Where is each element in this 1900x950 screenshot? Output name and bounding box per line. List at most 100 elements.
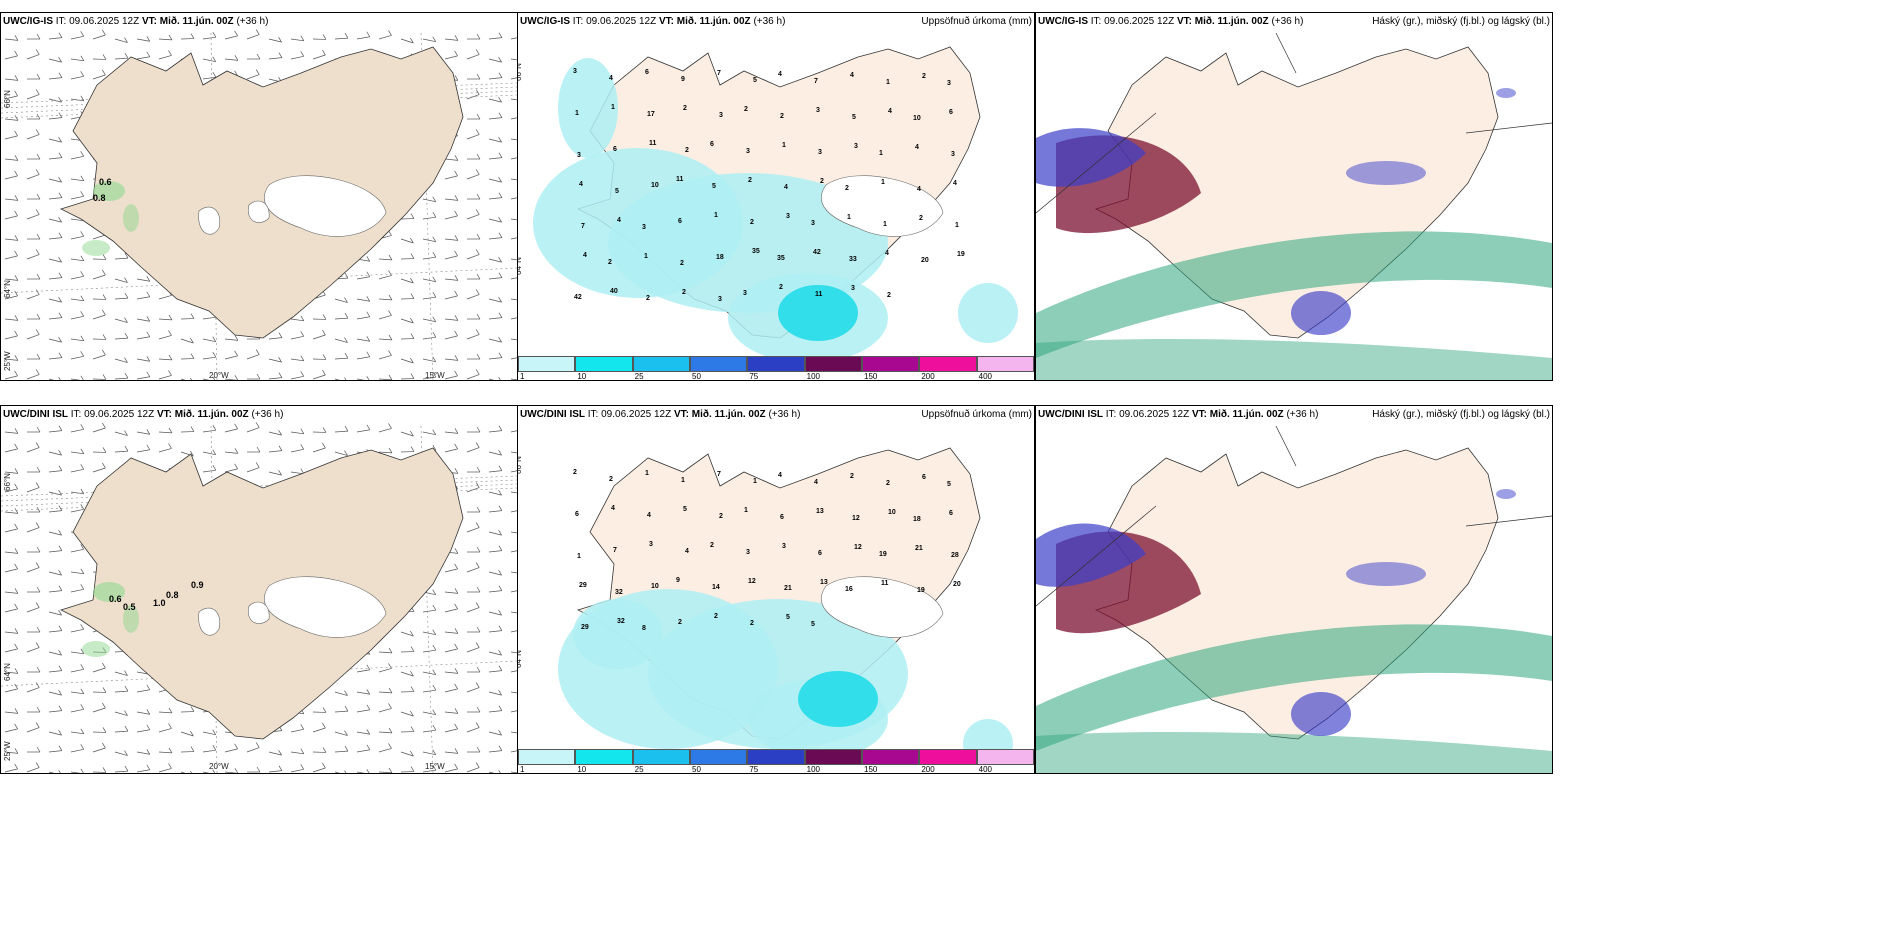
precip-core: [778, 285, 858, 341]
cloud-title: Háský (gr.), miðský (fj.bl.) og lágský (…: [1372, 409, 1550, 420]
precip-value-label: 10: [651, 583, 659, 590]
precip-value-label: 6: [645, 69, 649, 76]
precip-value-label: 3: [718, 296, 722, 303]
precip-value-label: 18: [716, 254, 724, 261]
precip-value-label: 4: [685, 548, 689, 555]
colorbar-tick: 75: [749, 372, 759, 381]
lat-label-66: 66°N: [3, 90, 12, 108]
colorbar-tick: 150: [864, 372, 878, 381]
lat-label-66: 66°N: [517, 456, 523, 474]
precip-value-label: 3: [851, 285, 855, 292]
colorbar-swatch: [632, 356, 690, 372]
precip-value-label: 4: [784, 184, 788, 191]
wind-gust-area: [82, 641, 110, 657]
precip-value-label: 1: [955, 222, 959, 229]
wind-gust-area: [82, 240, 110, 256]
precip-value-label: 6: [575, 511, 579, 518]
colorbar-tick: 50: [692, 372, 701, 381]
precip-value-label: 5: [753, 77, 757, 84]
precip-value-label: 2: [922, 73, 926, 80]
precip-value-label: 1: [744, 507, 748, 514]
colorbar-swatch: [804, 356, 862, 372]
colorbar-swatch: [862, 356, 920, 372]
precip-value-label: 5: [712, 183, 716, 190]
glacier: [821, 576, 944, 638]
precip-value-label: 33: [849, 256, 857, 263]
wind-value-label: 0.5: [123, 602, 136, 612]
precip-value-label: 32: [617, 618, 625, 625]
wind-map-top: 0.6 0.8: [1, 29, 517, 380]
precip-value-label: 2: [682, 289, 686, 296]
precip-value-label: 19: [879, 551, 887, 558]
precip-area: [558, 58, 618, 158]
wind-gust-area: [93, 582, 125, 602]
low-cloud-area: [1496, 88, 1516, 98]
glacier: [264, 175, 387, 237]
wind-value-label: 0.9: [191, 580, 204, 590]
precip-value-label: 1: [886, 79, 890, 86]
precip-value-label: 29: [579, 582, 587, 589]
low-cloud-area: [1291, 692, 1351, 736]
precip-map-top: 3469754741231117232235410636112631331434…: [533, 46, 1018, 363]
precip-value-label: 6: [818, 550, 822, 557]
colorbar-tick: 25: [634, 372, 644, 381]
cloud-map-bottom: [1036, 425, 1552, 773]
precip-value-label: 10: [888, 509, 896, 516]
precip-value-label: 11: [881, 580, 889, 587]
precip-value-label: 4: [611, 505, 615, 512]
low-cloud-area: [1036, 523, 1146, 587]
precip-value-label: 35: [777, 255, 785, 262]
precip-value-label: 5: [683, 506, 687, 513]
precip-value-label: 3: [743, 290, 747, 297]
precip-value-label: 7: [581, 223, 585, 230]
precip-map-panel-top: 3 4 6 9 7 5 4 7 4 1 2 3 1 1 17 2 3 2 2 3 5 4 10 6 3 6 11 2 6 3 1 3 3 1 4 3 4…: [517, 12, 1035, 381]
precip-value-label: 2: [750, 219, 754, 226]
precip-value-label: 6: [780, 514, 784, 521]
lon-label-15: 15°W: [425, 762, 445, 771]
precip-value-label: 9: [676, 577, 680, 584]
panel-title: UWC/DINI ISL IT: 09.06.2025 12Z VT: Mið.…: [3, 409, 284, 420]
colorbar-tick: 10: [577, 372, 587, 381]
precip-value-label: 6: [949, 109, 953, 116]
precip-value-label: 12: [748, 578, 756, 585]
precip-value-label: 5: [786, 614, 790, 621]
precip-value-label: 21: [915, 545, 923, 552]
colorbar-swatch: [976, 356, 1034, 372]
precip-value-label: 3: [746, 549, 750, 556]
precip-value-label: 2: [780, 113, 784, 120]
precip-value-label: 42: [574, 294, 582, 301]
precip-value-label: 7: [613, 547, 617, 554]
precip-title: Uppsöfnuð úrkoma (mm): [921, 409, 1032, 420]
cloud-map-top: [1036, 32, 1552, 380]
colorbar-swatch: [690, 749, 748, 765]
colorbar-swatch: [804, 749, 862, 765]
precip-value-label: 2: [820, 178, 824, 185]
wind-gust-area: [123, 605, 139, 633]
precip-value-label: 2: [850, 473, 854, 480]
precip-value-label: 18: [913, 516, 921, 523]
precip-value-label: 2: [683, 105, 687, 112]
precip-value-label: 17: [647, 111, 655, 118]
lon-label-15: 15°W: [425, 371, 445, 380]
colorbar-swatch: [919, 356, 977, 372]
precip-value-label: 3: [818, 149, 822, 156]
wind-gust-area: [93, 181, 125, 201]
precip-value-label: 2: [608, 259, 612, 266]
precip-value-label: 11: [649, 140, 657, 147]
precip-value-label: 3: [746, 148, 750, 155]
lat-label-64: 64°N: [3, 663, 12, 681]
precip-value-label: 3: [816, 107, 820, 114]
precip-value-label: 3: [786, 213, 790, 220]
precip-value-label: 1: [577, 553, 581, 560]
precip-value-label: 7: [717, 471, 721, 478]
precip-value-label: 4: [915, 144, 919, 151]
colorbar-swatch: [747, 356, 805, 372]
lon-label-20: 20°W: [209, 371, 229, 380]
precip-core: [798, 671, 878, 727]
iceland-land: [59, 46, 464, 339]
precip-value-label: 4: [953, 180, 957, 187]
precip-value-label: 7: [717, 70, 721, 77]
wind-value-label: 0.6: [109, 594, 122, 604]
precip-value-label: 4: [579, 181, 583, 188]
precip-value-label: 1: [575, 110, 579, 117]
